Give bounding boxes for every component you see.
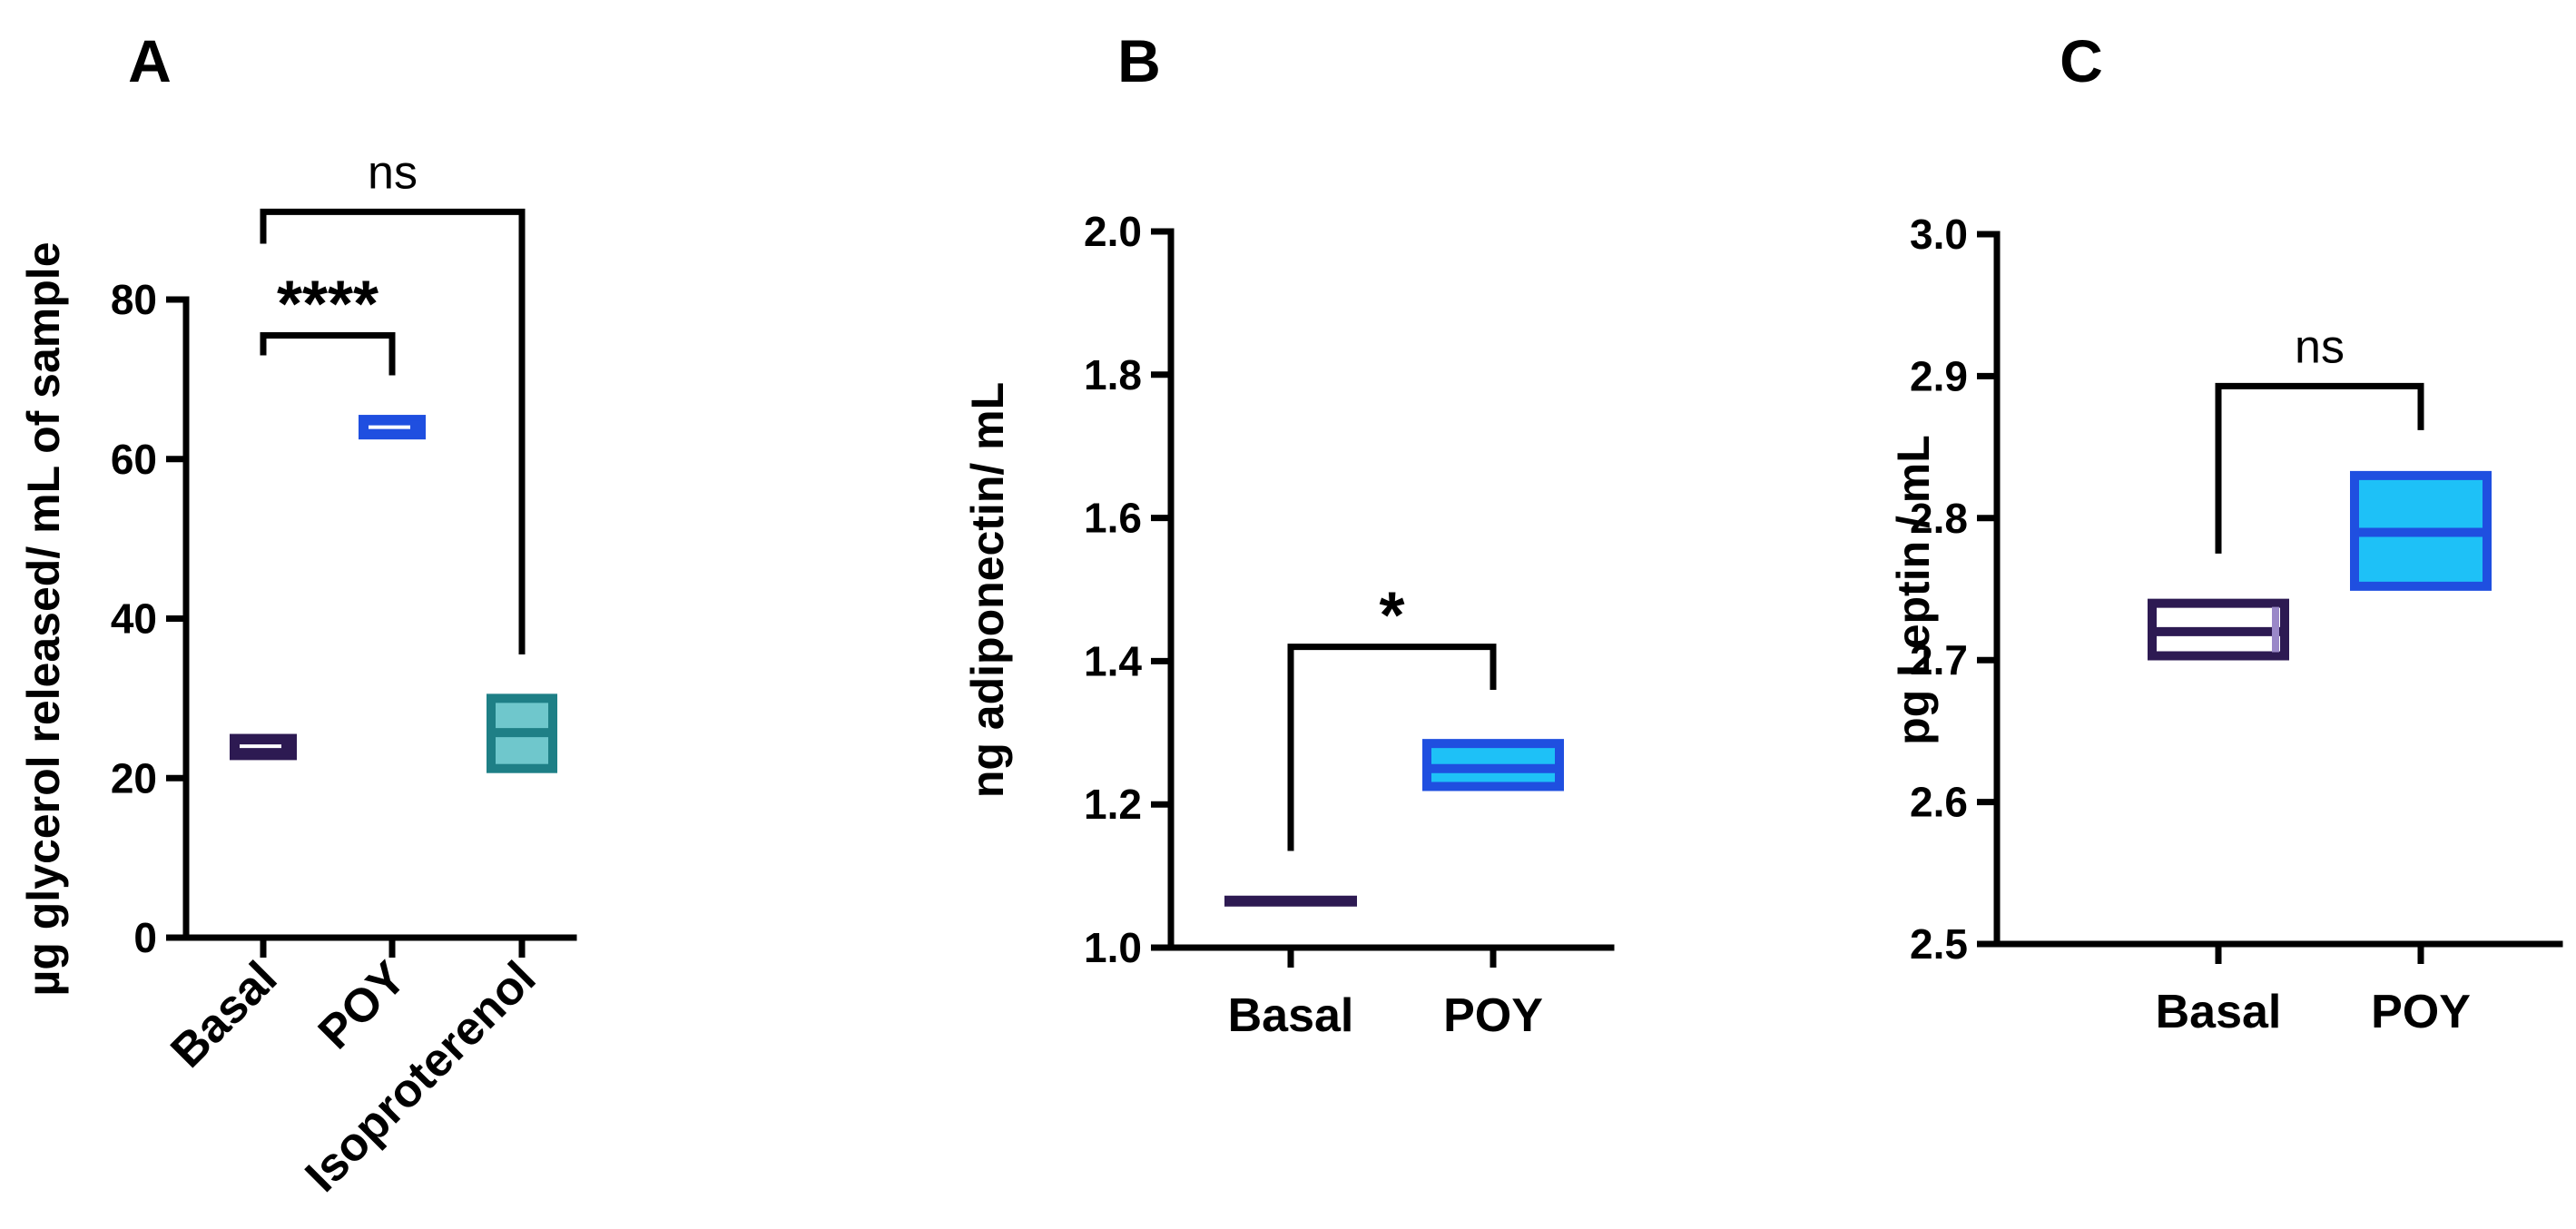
x-category-label: Basal xyxy=(1228,989,1354,1042)
x-category-label: Isoproterenol xyxy=(296,951,546,1202)
significance-bracket xyxy=(2215,382,2424,554)
y-tick-label: 2.9 xyxy=(1910,352,1968,399)
significance-label: **** xyxy=(277,269,379,341)
y-tick-label: 1.0 xyxy=(1084,924,1142,971)
x-category-label: POY xyxy=(309,951,417,1059)
y-tick-label: 60 xyxy=(111,436,157,483)
panel-a: Aµg glycerol released/ mL of sample 0 20 40… xyxy=(18,27,577,1202)
y-tick-label: 20 xyxy=(111,754,157,801)
y-tick-label: 1.6 xyxy=(1084,495,1142,542)
significance-label: ns xyxy=(368,146,418,199)
panel-b: Bng adiponectin/ mL 1.0 1.2 1.4 1.6 1.8 2.0 Bas… xyxy=(962,27,1615,1042)
y-tick-label: 2.8 xyxy=(1910,495,1968,542)
y-tick-label: 1.2 xyxy=(1084,781,1142,828)
box-poy xyxy=(2350,470,2492,591)
y-tick-label: 0 xyxy=(133,914,157,961)
x-category-label: POY xyxy=(1443,989,1543,1042)
panel-letter: C xyxy=(2060,27,2103,94)
y-tick-label: 1.8 xyxy=(1084,351,1142,398)
y-tick-label: 80 xyxy=(111,276,157,323)
significance-bracket xyxy=(260,332,396,376)
panel-c: Cpg Leptin / mL 2.5 2.6 2.7 2.8 2.9 3.0 Basal PO… xyxy=(1888,27,2563,1038)
box-poy xyxy=(359,415,426,440)
y-tick-label: 3.0 xyxy=(1910,211,1968,258)
box-basal xyxy=(230,733,297,761)
y-tick-label: 2.5 xyxy=(1910,920,1968,968)
y-tick-label: 2.7 xyxy=(1910,636,1968,683)
x-category-label: Basal xyxy=(2156,986,2282,1038)
y-tick-label: 2.0 xyxy=(1084,208,1142,255)
box-edge-highlight xyxy=(2272,606,2279,653)
significance-bracket xyxy=(1287,644,1497,851)
box-basal xyxy=(2148,598,2289,661)
y-axis-label: µg glycerol released/ mL of sample xyxy=(18,242,69,997)
y-tick-label: 1.4 xyxy=(1084,637,1142,684)
significance-bracket xyxy=(260,208,526,655)
y-axis-label: pg Leptin / mL xyxy=(1888,435,1939,745)
box-isoproterenol xyxy=(487,693,557,773)
x-category-label: Basal xyxy=(161,951,287,1077)
significance-label: * xyxy=(1379,580,1404,653)
y-tick-label: 2.6 xyxy=(1910,779,1968,826)
y-tick-label: 40 xyxy=(111,595,157,643)
significance-label: ns xyxy=(2295,320,2345,373)
x-category-label: POY xyxy=(2371,986,2471,1038)
y-axis-label: ng adiponectin/ mL xyxy=(962,382,1013,798)
panel-letter: A xyxy=(128,27,172,94)
panel-letter: B xyxy=(1117,27,1161,94)
box-poy xyxy=(1422,739,1564,791)
